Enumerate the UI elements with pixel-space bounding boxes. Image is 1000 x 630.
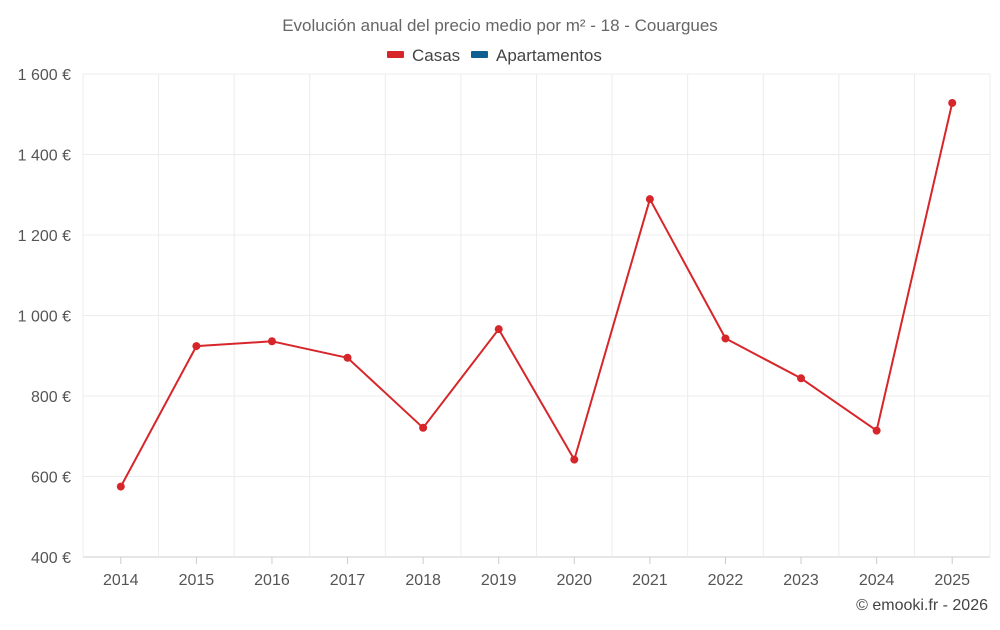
y-tick-label: 1 600 € [18,67,71,84]
data-point-2020[interactable] [570,455,579,464]
x-tick-label: 2015 [179,572,215,589]
legend-label-apartamentos: Apartamentos [496,46,602,65]
data-point-2022[interactable] [721,334,730,343]
y-tick-label: 800 € [31,389,71,406]
y-tick-label: 1 200 € [18,228,71,245]
x-tick-label: 2017 [330,572,366,589]
x-tick-label: 2025 [934,572,970,589]
data-point-2016[interactable] [267,337,276,346]
data-point-2015[interactable] [192,342,201,351]
series-line-casas [119,102,954,488]
x-tick-label: 2019 [481,572,517,589]
y-tick-label: 1 400 € [18,148,71,165]
data-point-2014[interactable] [116,482,125,491]
legend-item-apartamentos[interactable]: Apartamentos [471,46,602,65]
x-tick-label: 2024 [859,572,895,589]
data-point-2018[interactable] [419,423,428,432]
y-tick-label: 600 € [31,470,71,487]
x-axis-ticks: 2014 2015 2016 2017 2018 2019 2020 2021 2022 2023… [103,557,970,589]
legend-label-casas: Casas [412,46,460,65]
data-point-2025[interactable] [948,98,957,107]
series-layer [116,98,957,491]
x-tick-label: 2014 [103,572,139,589]
data-point-2024[interactable] [872,426,881,435]
legend-swatch-apartamentos [471,51,488,58]
data-point-2019[interactable] [494,325,503,334]
credit-text: © emooki.fr - 2026 [856,597,988,614]
legend-swatch-casas [387,51,404,58]
y-tick-label: 400 € [31,550,71,567]
y-axis-ticks: 400 € 600 € 800 € 1 000 € 1 200 € 1 400 € 1 60… [18,67,71,567]
legend: Casas Apartamentos [387,46,602,65]
chart-title: Evolución anual del precio medio por m² … [282,16,718,35]
data-point-2021[interactable] [645,195,654,204]
x-tick-label: 2016 [254,572,290,589]
x-gridlines [82,74,991,557]
x-tick-label: 2020 [556,572,592,589]
data-point-2017[interactable] [343,353,352,362]
x-tick-label: 2022 [708,572,744,589]
x-tick-label: 2021 [632,572,668,589]
x-tick-label: 2023 [783,572,819,589]
legend-item-casas[interactable]: Casas [387,46,460,65]
data-point-2023[interactable] [797,374,806,383]
x-tick-label: 2018 [405,572,441,589]
y-tick-label: 1 000 € [18,309,71,326]
